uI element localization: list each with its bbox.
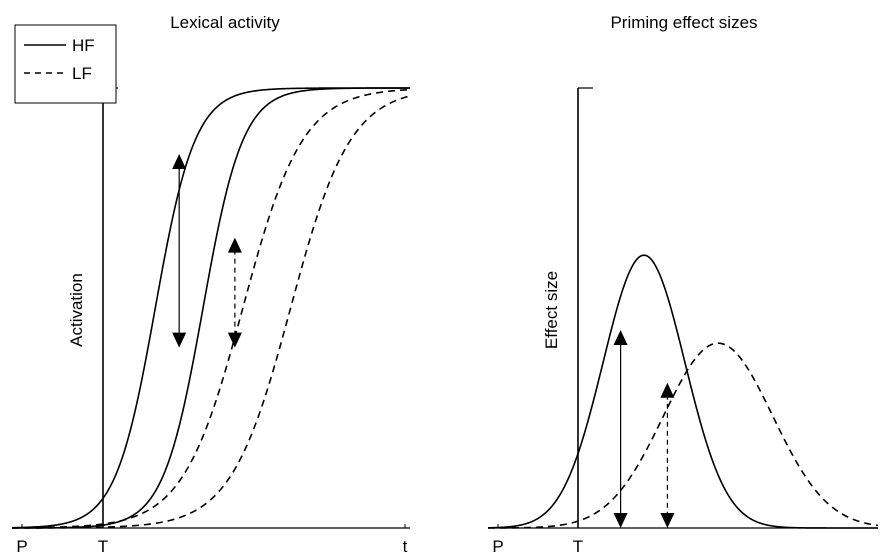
x-tick-label: T <box>573 537 583 554</box>
effect-arrow-lf-head-down <box>227 332 242 348</box>
x-tick-label: P <box>16 537 27 554</box>
series-lines <box>11 87 411 529</box>
effect-arrow-hf-head-down <box>172 332 187 348</box>
effect-arrow-hf-head-down <box>613 513 628 528</box>
series-line-lf <box>488 342 879 529</box>
x-tick-label: T <box>98 537 108 554</box>
series-line-lf-prime-onset <box>11 88 411 529</box>
x-tick-label: P <box>492 537 503 554</box>
series-line-lf-target-onset <box>12 95 411 529</box>
effect-arrow-lf-head-down <box>660 513 675 528</box>
chart-title: Lexical activity <box>170 13 280 32</box>
legend-label-lf: LF <box>72 64 92 83</box>
effect-arrow-lf-head-up <box>227 237 242 253</box>
legend: HF LF <box>14 24 117 104</box>
y-axis-label: Effect size <box>542 271 561 349</box>
legend-label-hf: HF <box>72 36 95 55</box>
series-lines <box>487 254 879 529</box>
effect-arrows <box>172 154 242 348</box>
effect-arrow-hf-head-up <box>172 154 187 169</box>
effect-arrow-lf-head-up <box>660 382 675 398</box>
series-line-hf <box>487 254 878 529</box>
y-axis-label: Activation <box>67 273 86 347</box>
legend-box <box>14 24 117 104</box>
effect-arrows <box>613 330 675 528</box>
x-tick-label: t <box>403 537 408 554</box>
effect-arrow-hf-head-up <box>613 330 628 345</box>
chart-title: Priming effect sizes <box>610 13 757 32</box>
